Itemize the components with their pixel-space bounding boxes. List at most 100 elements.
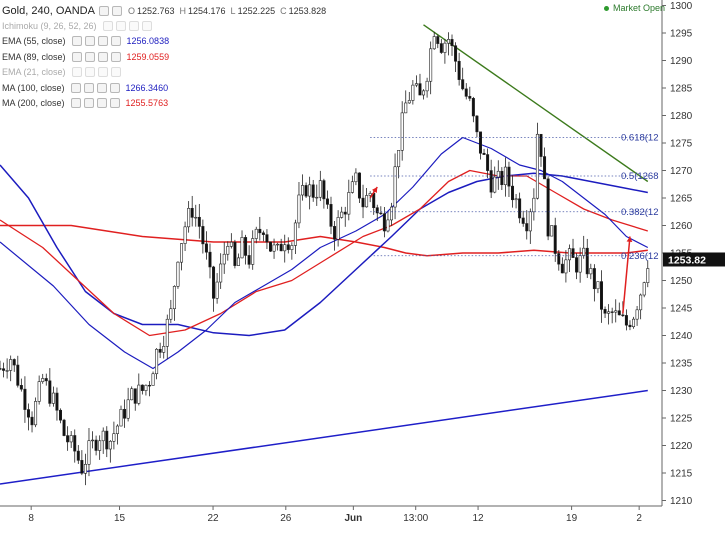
candle-body xyxy=(37,381,41,402)
time-tick-label: 8 xyxy=(28,513,34,524)
candle-body xyxy=(265,234,269,243)
indicator-row[interactable]: EMA (89, close) 1259.0559 xyxy=(2,49,331,64)
candle-body xyxy=(286,244,290,250)
source-icon[interactable] xyxy=(97,36,108,47)
visibility-icon[interactable] xyxy=(71,51,82,62)
projection-arrow-head xyxy=(626,236,633,242)
close-icon[interactable] xyxy=(141,21,152,32)
source-icon[interactable] xyxy=(97,51,108,62)
candle-body xyxy=(393,166,397,208)
eye-icon[interactable] xyxy=(111,5,122,16)
candle-body xyxy=(621,314,625,316)
settings-icon[interactable] xyxy=(84,67,95,78)
candle-body xyxy=(151,373,155,386)
price-tick-label: 1295 xyxy=(670,29,693,40)
candle-body xyxy=(23,388,27,410)
indicator-name[interactable]: EMA (89, close) xyxy=(2,51,66,62)
source-icon[interactable] xyxy=(97,67,108,78)
indicator-name[interactable]: EMA (55, close) xyxy=(2,36,66,47)
settings-icon[interactable] xyxy=(98,5,109,16)
candle-body xyxy=(333,226,337,240)
candle-body xyxy=(646,268,650,283)
symbol-title[interactable]: Gold, 240, OANDA xyxy=(2,4,95,17)
candle-body xyxy=(379,212,383,215)
fibonacci-retracement: 0.618(12 0.5(1268 0.382(12 0.236(12 xyxy=(369,133,659,314)
indicator-name[interactable]: MA (200, close) xyxy=(2,98,65,109)
candle-body xyxy=(9,359,13,371)
visibility-icon[interactable] xyxy=(71,67,82,78)
candle-body xyxy=(244,237,248,256)
visibility-icon[interactable] xyxy=(70,98,81,109)
candle-body xyxy=(617,310,621,316)
candle-body xyxy=(368,193,372,196)
candle-body xyxy=(123,408,127,419)
last-price-tag xyxy=(663,252,725,267)
candle-body xyxy=(585,247,589,275)
candle-body xyxy=(94,439,98,451)
close-icon[interactable] xyxy=(110,36,121,47)
indicator-buttons xyxy=(71,67,121,78)
candle-body xyxy=(190,208,194,218)
settings-icon[interactable] xyxy=(115,21,126,32)
candle-body xyxy=(514,198,518,201)
indicator-row[interactable]: EMA (55, close) 1256.0838 xyxy=(2,34,331,49)
small-arrow-head xyxy=(372,187,378,193)
candle-body xyxy=(158,348,162,353)
indicator-name[interactable]: Ichimoku (9, 26, 52, 26) xyxy=(2,21,97,32)
ema89-line xyxy=(0,169,648,337)
close-icon[interactable] xyxy=(110,67,121,78)
candle-body xyxy=(30,416,34,426)
settings-icon[interactable] xyxy=(84,36,95,47)
candle-body xyxy=(614,310,618,313)
settings-icon[interactable] xyxy=(83,82,94,93)
last-price-label: 1253.82 xyxy=(668,254,706,266)
visibility-icon[interactable] xyxy=(71,36,82,47)
candle-body xyxy=(73,435,77,452)
price-tick-label: 1280 xyxy=(670,111,693,122)
candle-body xyxy=(607,311,611,314)
candle-body xyxy=(603,309,607,314)
candle-body xyxy=(329,204,333,227)
visibility-icon[interactable] xyxy=(70,82,81,93)
candle-body xyxy=(279,243,283,252)
candle-body xyxy=(44,378,48,382)
indicator-row[interactable]: MA (100, close) 1266.3460 xyxy=(2,80,331,95)
close-icon[interactable] xyxy=(109,82,120,93)
candle-body xyxy=(375,207,379,214)
settings-icon[interactable] xyxy=(84,51,95,62)
visibility-icon[interactable] xyxy=(102,21,113,32)
candle-body xyxy=(258,228,262,234)
close-icon[interactable] xyxy=(110,51,121,62)
source-icon[interactable] xyxy=(128,21,139,32)
candle-body xyxy=(575,257,579,273)
ohlc-key: L xyxy=(230,5,236,16)
indicator-buttons xyxy=(102,21,152,32)
close-icon[interactable] xyxy=(109,98,120,109)
candle-body xyxy=(233,241,237,266)
candle-body xyxy=(535,133,539,199)
candle-body xyxy=(34,401,38,426)
indicator-row[interactable]: MA (200, close) 1255.5763 xyxy=(2,95,331,110)
source-icon[interactable] xyxy=(96,82,107,93)
indicator-name[interactable]: MA (100, close) xyxy=(2,82,65,93)
indicator-row[interactable]: EMA (21, close) xyxy=(2,65,331,80)
candle-body xyxy=(414,83,418,86)
candle-body xyxy=(446,39,450,44)
candle-body xyxy=(48,380,52,404)
settings-icon[interactable] xyxy=(83,98,94,109)
candle-body xyxy=(372,193,376,209)
candle-body xyxy=(276,243,280,246)
candle-body xyxy=(222,253,226,265)
candle-body xyxy=(2,368,6,371)
fib-level-label: 0.618(12 xyxy=(621,133,659,144)
indicator-row[interactable]: Ichimoku (9, 26, 52, 26) xyxy=(2,18,331,33)
candle-body xyxy=(493,176,497,193)
symbol-buttons xyxy=(98,5,122,16)
candle-body xyxy=(105,430,109,450)
candle-body xyxy=(425,80,429,92)
source-icon[interactable] xyxy=(96,98,107,109)
candle-body xyxy=(290,245,294,250)
indicator-name[interactable]: EMA (21, close) xyxy=(2,67,66,78)
indicator-value: 1259.0559 xyxy=(126,51,170,62)
